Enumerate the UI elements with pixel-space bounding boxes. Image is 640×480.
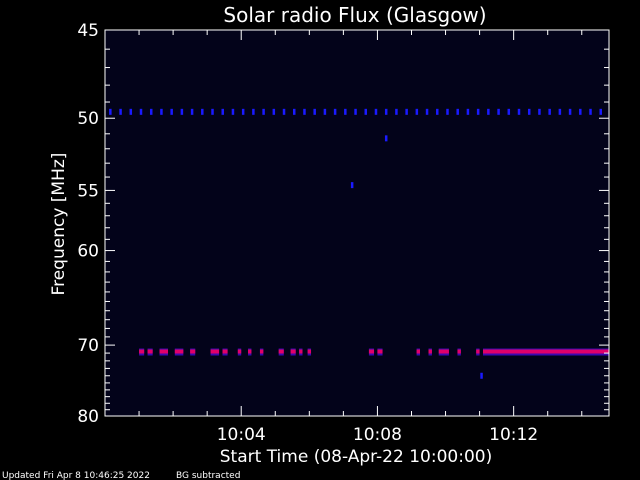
weak-signal-mark xyxy=(160,108,163,115)
weak-signal-mark xyxy=(272,108,276,115)
weak-signal-mark xyxy=(415,108,419,115)
weak-signal-mark xyxy=(558,108,562,115)
weak-signal-mark xyxy=(405,108,408,115)
weak-signal-mark xyxy=(303,108,306,115)
plot-frame xyxy=(104,29,610,417)
weak-signal-mark xyxy=(282,108,286,115)
weak-signal-mark xyxy=(507,108,511,115)
strong-signal-segment xyxy=(222,349,228,354)
weak-signal-mark xyxy=(252,108,255,115)
weak-signal-mark xyxy=(395,108,398,115)
weak-signal-mark xyxy=(548,108,551,115)
weak-signal-mark xyxy=(350,182,354,189)
x-tick-label: 10:04 xyxy=(217,425,266,445)
weak-signal-mark xyxy=(149,108,153,115)
strong-signal-segment xyxy=(139,349,145,354)
y-tick-label: 50 xyxy=(77,109,99,129)
weak-signal-mark xyxy=(487,108,490,115)
weak-signal-mark xyxy=(476,108,480,115)
y-tick-label: 70 xyxy=(77,336,99,356)
weak-signal-mark xyxy=(109,108,112,115)
weak-signal-mark xyxy=(527,108,531,115)
strong-signal-segment xyxy=(299,349,303,354)
weak-signal-mark xyxy=(456,108,459,115)
strong-signal-segment xyxy=(428,349,432,354)
weak-signal-mark xyxy=(231,108,235,115)
weak-signal-mark xyxy=(579,108,582,115)
weak-signal-mark xyxy=(313,108,316,115)
strong-signal-segment xyxy=(368,349,375,354)
strong-signal-segment xyxy=(476,349,480,354)
weak-signal-mark xyxy=(480,372,483,379)
strong-signal-segment xyxy=(237,349,242,354)
x-tick-label: 10:08 xyxy=(353,425,402,445)
weak-signal-mark xyxy=(599,108,602,115)
weak-signal-mark xyxy=(241,108,245,115)
y-tick-label: 45 xyxy=(77,21,99,41)
y-tick-label: 60 xyxy=(77,242,99,262)
y-tick-label: 55 xyxy=(77,181,99,201)
strong-signal-segment xyxy=(210,349,220,354)
weak-signal-mark xyxy=(323,108,327,115)
weak-signal-mark xyxy=(384,135,388,142)
strong-signal-segment xyxy=(483,349,609,354)
weak-signal-mark xyxy=(517,108,521,115)
strong-signal-segment xyxy=(147,349,153,354)
weak-signal-mark xyxy=(201,108,204,115)
strong-signal-segment xyxy=(438,349,449,354)
chart-title: Solar radio Flux (Glasgow) xyxy=(223,3,486,27)
footer-updated: Updated Fri Apr 8 10:46:25 2022 xyxy=(2,471,150,480)
weak-signal-mark xyxy=(538,108,541,115)
weak-signal-mark xyxy=(589,108,592,115)
weak-signal-mark xyxy=(568,108,572,115)
weak-signal-mark xyxy=(425,108,429,115)
weak-signal-mark xyxy=(384,108,388,115)
strong-signal-segment xyxy=(377,349,383,354)
strong-signal-segment xyxy=(259,349,264,354)
weak-signal-mark xyxy=(190,108,194,115)
weak-signal-mark xyxy=(180,108,184,115)
weak-signal-mark xyxy=(129,108,133,115)
strong-signal-segment xyxy=(457,349,461,354)
weak-signal-mark xyxy=(436,108,439,115)
weak-signal-mark xyxy=(344,108,347,115)
y-axis-label: Frequency [MHz] xyxy=(49,153,69,296)
strong-signal-segment xyxy=(416,349,420,354)
strong-signal-segment xyxy=(307,349,312,354)
strong-signal-segment xyxy=(174,349,184,354)
x-axis-label: Start Time (08-Apr-22 10:00:00) xyxy=(220,447,492,467)
plot-area xyxy=(105,30,609,416)
strong-signal-segment xyxy=(159,349,168,354)
x-tick-label: 10:12 xyxy=(489,425,538,445)
weak-signal-mark xyxy=(211,108,214,115)
footer-bg-note: BG subtracted xyxy=(176,471,240,480)
weak-signal-mark xyxy=(221,108,224,115)
strong-signal-segment xyxy=(190,349,196,354)
weak-signal-mark xyxy=(139,108,143,115)
weak-signal-mark xyxy=(293,108,296,115)
weak-signal-mark xyxy=(374,108,378,115)
weak-signal-mark xyxy=(333,108,337,115)
weak-signal-mark xyxy=(497,108,500,115)
weak-signal-mark xyxy=(119,108,122,115)
y-tick-label: 80 xyxy=(77,407,99,427)
weak-signal-mark xyxy=(262,108,265,115)
weak-signal-mark xyxy=(466,108,470,115)
strong-signal-segment xyxy=(248,349,252,354)
weak-signal-mark xyxy=(170,108,173,115)
weak-signal-mark xyxy=(354,108,357,115)
weak-signal-mark xyxy=(446,108,449,115)
strong-signal-segment xyxy=(290,349,296,354)
weak-signal-mark xyxy=(364,108,368,115)
strong-signal-segment xyxy=(278,349,284,354)
